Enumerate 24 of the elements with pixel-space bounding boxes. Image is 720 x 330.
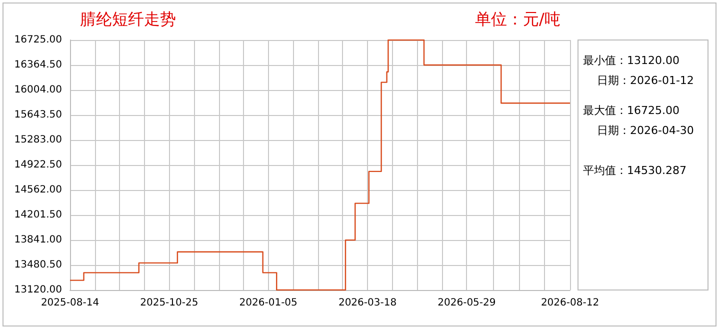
y-tick-label: 16725.00 [14,34,62,46]
chart-title: 腈纶短纤走势 [80,10,176,28]
y-tick-label: 13120.00 [14,284,62,296]
text: 最小值：13120.00 [583,54,680,67]
text: 最大值：16725.00 [583,104,680,117]
text: 平均值：14530.287 [583,164,686,177]
y-tick-label: 16364.50 [14,60,62,70]
y-tick-label: 13480.50 [14,260,62,270]
y-tick-label: 16004.00 [14,84,62,96]
y-tick-label: 13841.00 [14,234,62,246]
x-tick-label: 2025-08-14 [40,298,100,308]
y-tick-label: 14922.50 [14,160,62,170]
x-tick-label: 2026-01-05 [239,298,298,308]
y-tick-label: 15643.50 [14,110,62,120]
chart-subtitle: 单位：元/吨 [475,10,560,28]
text: 日期：2026-01-12 [597,74,694,87]
x-tick-label: 2026-05-29 [438,298,496,308]
x-tick-label: 2025-10-25 [140,298,198,308]
x-tick-label: 2026-08-12 [540,298,600,308]
y-tick-label: 14562.00 [14,184,62,196]
text: 日期：2026-04-30 [597,124,694,137]
y-tick-label: 15283.00 [14,134,62,146]
x-tick-label: 2026-03-18 [338,298,397,308]
y-tick-label: 14201.50 [14,210,62,220]
